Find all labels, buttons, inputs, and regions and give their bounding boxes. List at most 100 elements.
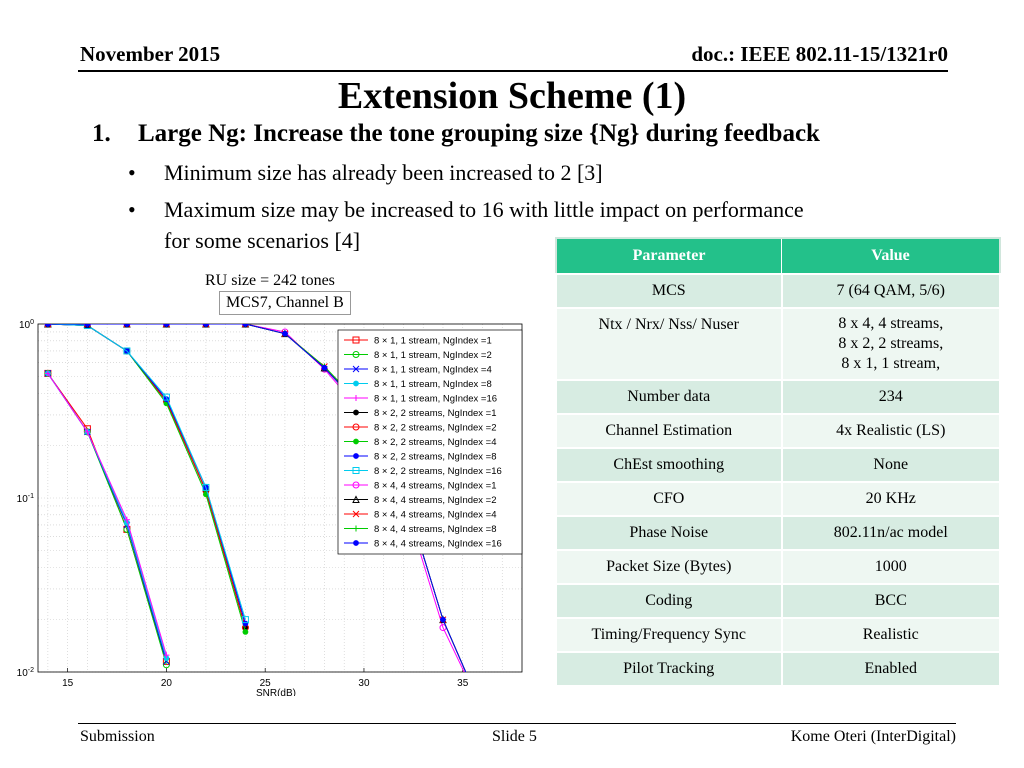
y-tick-label: 100 [19, 319, 34, 331]
x-tick-label: 20 [161, 678, 173, 689]
table-cell-parameter: Phase Noise [555, 515, 783, 551]
data-point [353, 453, 359, 459]
marker-x [352, 365, 360, 373]
table-row: ChEst smoothing None [555, 447, 1001, 483]
marker-star [44, 324, 51, 327]
legend-entry: 8 × 2, 2 streams, NgIndex =4 [374, 437, 497, 448]
data-point [44, 324, 51, 327]
data-point [353, 525, 359, 532]
marker-square [352, 467, 360, 474]
table-row: CFO 20 KHz [555, 481, 1001, 517]
table-cell-parameter: Coding [555, 583, 783, 619]
data-point [352, 336, 360, 344]
data-point [352, 481, 360, 489]
table-row: Pilot Tracking Enabled [555, 651, 1001, 687]
data-point [242, 620, 249, 627]
marker-square [352, 336, 360, 344]
legend-box [337, 329, 523, 555]
ber-chart: 15 20 25 30 35 100 10-1 10-2 SNR(dB) 8 × 1, 1 str… [17, 319, 523, 696]
data-point [440, 616, 446, 623]
sub-bullet-2: • Maximum size may be increased to 16 wit… [128, 197, 804, 223]
table-header-value: Value [781, 237, 1001, 275]
legend-entry: 8 × 4, 4 streams, NgIndex =8 [374, 524, 497, 535]
table-cell-value: 4x Realistic (LS) [780, 413, 1001, 449]
data-point [352, 510, 360, 518]
data-point [44, 370, 51, 377]
table-cell-value: 802.11n/ac model [780, 515, 1001, 551]
footer-rule [78, 723, 956, 724]
legend-entry: 8 × 4, 4 streams, NgIndex =16 [374, 539, 502, 550]
sub-bullet-1-text: Minimum size has already been increased … [164, 160, 603, 185]
legend-entry: 8 × 1, 1 stream, NgIndex =16 [374, 394, 497, 405]
data-point [163, 324, 170, 327]
table-cell-parameter: Channel Estimation [555, 413, 783, 449]
bullet-1: 1. Large Ng: Increase the tone grouping s… [92, 120, 820, 148]
marker-star [123, 324, 130, 327]
table-header-parameter: Parameter [555, 237, 782, 275]
table-cell-value: Realistic [780, 617, 1001, 653]
table-cell-value: BCC [780, 583, 1001, 619]
header-rule [78, 70, 948, 72]
data-point [352, 423, 360, 431]
marker-star [203, 324, 209, 327]
legend-entry: 8 × 1, 1 stream, NgIndex =2 [374, 350, 492, 361]
table-cell-parameter: Number data [555, 379, 783, 415]
marker-star [163, 324, 170, 327]
table-cell-parameter: CFO [555, 481, 783, 517]
slide-title: Extension Scheme (1) [337, 75, 687, 117]
table-row: Channel Estimation 4x Realistic (LS) [555, 413, 1001, 449]
marker-star [353, 438, 359, 445]
y-tick-label: 10-2 [17, 667, 34, 679]
marker-star [84, 324, 91, 327]
table-cell-value: 1000 [780, 549, 1001, 585]
data-point [162, 393, 170, 401]
data-point [242, 629, 249, 635]
table-row: Timing/Frequency Sync Realistic [555, 617, 1001, 653]
data-point [123, 516, 130, 523]
table-cell-value: None [780, 447, 1001, 483]
marker-star [242, 324, 249, 327]
data-point [203, 324, 209, 327]
data-point [84, 428, 91, 435]
legend-entry: 8 × 1, 1 stream, NgIndex =4 [374, 365, 492, 376]
table-cell-value: 8 x 4, 4 streams, 8 x 2, 2 streams, 8 x … [780, 307, 1001, 381]
legend-entry: 8 × 1, 1 stream, NgIndex =8 [374, 379, 492, 390]
legend-entry: 8 × 2, 2 streams, NgIndex =16 [374, 466, 502, 477]
callout-mcs: MCS7, Channel B [219, 291, 351, 315]
table-cell-parameter: Timing/Frequency Sync [555, 617, 783, 653]
data-point [123, 347, 131, 355]
legend-entry: 8 × 2, 2 streams, NgIndex =2 [374, 423, 497, 434]
parameter-table: Parameter Value MCS 7 (64 QAM, 5/6) Ntx … [555, 237, 1001, 687]
marker-triangle [352, 495, 360, 503]
bullet-1-number: 1. [92, 120, 111, 147]
marker-circle [352, 351, 360, 358]
bullet-dot: • [128, 160, 136, 185]
table-header-row: Parameter Value [555, 237, 1001, 275]
header-doc-id: doc.: IEEE 802.11-15/1321r0 [691, 42, 948, 66]
header-date: November 2015 [80, 42, 221, 66]
value-line: 8 x 1, 1 stream, [841, 355, 941, 372]
table-row: Ntx / Nrx/ Nss/ Nuser 8 x 4, 4 streams, … [555, 307, 1001, 381]
legend-entry: 8 × 2, 2 streams, NgIndex =8 [374, 452, 497, 463]
callout-ru-size: RU size = 242 tones [205, 272, 335, 290]
table-cell-parameter: MCS [555, 273, 783, 309]
bullet-dot: • [128, 197, 136, 222]
table-cell-value: 7 (64 QAM, 5/6) [780, 273, 1001, 309]
marker-circle [352, 423, 360, 431]
data-point [352, 365, 360, 373]
table-row: Coding BCC [555, 583, 1001, 619]
x-tick-label: 35 [457, 678, 469, 689]
table-row: Packet Size (Bytes) 1000 [555, 549, 1001, 585]
data-point [352, 495, 360, 503]
table-row: MCS 7 (64 QAM, 5/6) [555, 273, 1001, 309]
data-point [123, 324, 130, 327]
data-point [353, 380, 359, 387]
data-point [242, 324, 249, 327]
marker-star [353, 540, 359, 546]
marker-x [352, 510, 360, 518]
marker-square [202, 483, 210, 491]
legend: 8 × 1, 1 stream, NgIndex =1 8 × 1, 1 stre… [337, 329, 523, 555]
marker-square [241, 616, 249, 624]
data-point [353, 540, 359, 546]
value-line: 8 x 4, 4 streams, [838, 315, 944, 332]
